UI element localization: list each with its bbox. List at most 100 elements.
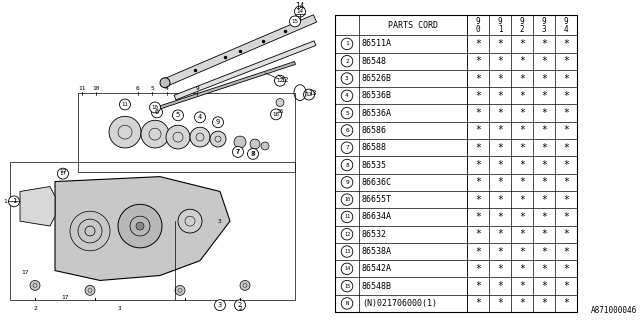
- Text: 86511A: 86511A: [362, 39, 392, 48]
- Text: *: *: [541, 212, 547, 222]
- Text: *: *: [541, 125, 547, 135]
- Text: 6: 6: [155, 109, 159, 116]
- Circle shape: [234, 300, 246, 311]
- Text: *: *: [563, 299, 569, 308]
- Circle shape: [166, 125, 190, 149]
- Text: *: *: [497, 246, 503, 257]
- Circle shape: [261, 142, 269, 150]
- Text: 2: 2: [33, 306, 37, 311]
- Text: *: *: [475, 39, 481, 49]
- Text: 2: 2: [238, 306, 242, 311]
- Text: 3: 3: [218, 302, 222, 308]
- Text: 86542A: 86542A: [362, 264, 392, 273]
- Text: 13: 13: [344, 249, 350, 254]
- Text: *: *: [497, 281, 503, 291]
- Text: 3: 3: [345, 76, 349, 81]
- Text: 5: 5: [176, 112, 180, 118]
- Text: *: *: [563, 177, 569, 187]
- Text: *: *: [519, 229, 525, 239]
- Circle shape: [118, 204, 162, 248]
- Text: 6: 6: [136, 86, 140, 91]
- Text: *: *: [563, 195, 569, 204]
- Text: 10: 10: [344, 197, 350, 202]
- Text: 4: 4: [564, 25, 568, 34]
- Circle shape: [271, 109, 282, 120]
- Text: *: *: [497, 264, 503, 274]
- Circle shape: [30, 280, 40, 290]
- Polygon shape: [174, 41, 316, 100]
- Text: *: *: [519, 143, 525, 153]
- Text: *: *: [475, 74, 481, 84]
- Text: *: *: [475, 125, 481, 135]
- Text: 86548: 86548: [362, 57, 387, 66]
- Text: 14: 14: [296, 2, 305, 11]
- Circle shape: [214, 300, 225, 311]
- Text: 4: 4: [165, 86, 169, 91]
- Text: *: *: [563, 246, 569, 257]
- Text: 7: 7: [236, 149, 240, 155]
- Text: *: *: [519, 125, 525, 135]
- Text: *: *: [519, 264, 525, 274]
- Text: 1: 1: [3, 199, 7, 204]
- Text: 5: 5: [345, 111, 349, 116]
- Text: N: N: [346, 301, 349, 306]
- Text: PARTS CORD: PARTS CORD: [388, 21, 438, 30]
- Text: *: *: [497, 212, 503, 222]
- Text: *: *: [563, 91, 569, 101]
- Text: *: *: [563, 39, 569, 49]
- Text: *: *: [541, 229, 547, 239]
- Text: 86588: 86588: [362, 143, 387, 152]
- Text: 2: 2: [238, 302, 242, 308]
- Text: *: *: [497, 39, 503, 49]
- Text: *: *: [475, 56, 481, 66]
- Circle shape: [150, 102, 161, 113]
- Text: *: *: [541, 281, 547, 291]
- Text: *: *: [519, 108, 525, 118]
- Circle shape: [109, 116, 141, 148]
- Text: 2: 2: [520, 25, 524, 34]
- Circle shape: [276, 99, 284, 107]
- Text: *: *: [563, 108, 569, 118]
- Text: *: *: [541, 195, 547, 204]
- Text: *: *: [497, 195, 503, 204]
- Polygon shape: [55, 177, 230, 280]
- Text: 86536A: 86536A: [362, 108, 392, 118]
- Text: 16: 16: [273, 112, 280, 117]
- Text: 9: 9: [541, 17, 547, 26]
- Text: 9: 9: [520, 17, 524, 26]
- Text: 3: 3: [118, 306, 122, 311]
- Text: *: *: [475, 212, 481, 222]
- Circle shape: [120, 99, 131, 110]
- Circle shape: [240, 280, 250, 290]
- Text: 3: 3: [541, 25, 547, 34]
- Text: 5: 5: [150, 86, 154, 91]
- Circle shape: [175, 285, 185, 295]
- Text: *: *: [519, 299, 525, 308]
- Text: *: *: [541, 177, 547, 187]
- Circle shape: [152, 107, 163, 118]
- Circle shape: [8, 196, 19, 207]
- Text: 14: 14: [344, 266, 350, 271]
- Circle shape: [250, 139, 260, 149]
- Text: *: *: [563, 160, 569, 170]
- Text: 11: 11: [122, 102, 129, 107]
- Text: 86536B: 86536B: [362, 91, 392, 100]
- Text: 86655T: 86655T: [362, 195, 392, 204]
- Text: 14: 14: [296, 9, 303, 14]
- Circle shape: [210, 131, 226, 147]
- Circle shape: [195, 112, 205, 123]
- Text: 17: 17: [60, 171, 67, 176]
- Text: 2: 2: [345, 59, 349, 64]
- Text: *: *: [541, 108, 547, 118]
- Text: 10: 10: [152, 105, 159, 110]
- Text: *: *: [497, 74, 503, 84]
- Text: 1: 1: [12, 198, 16, 204]
- Text: 86636C: 86636C: [362, 178, 392, 187]
- Circle shape: [173, 110, 184, 121]
- Text: *: *: [541, 264, 547, 274]
- Text: *: *: [541, 74, 547, 84]
- Text: *: *: [563, 74, 569, 84]
- Text: 86532: 86532: [362, 230, 387, 239]
- Text: *: *: [475, 91, 481, 101]
- Text: *: *: [497, 229, 503, 239]
